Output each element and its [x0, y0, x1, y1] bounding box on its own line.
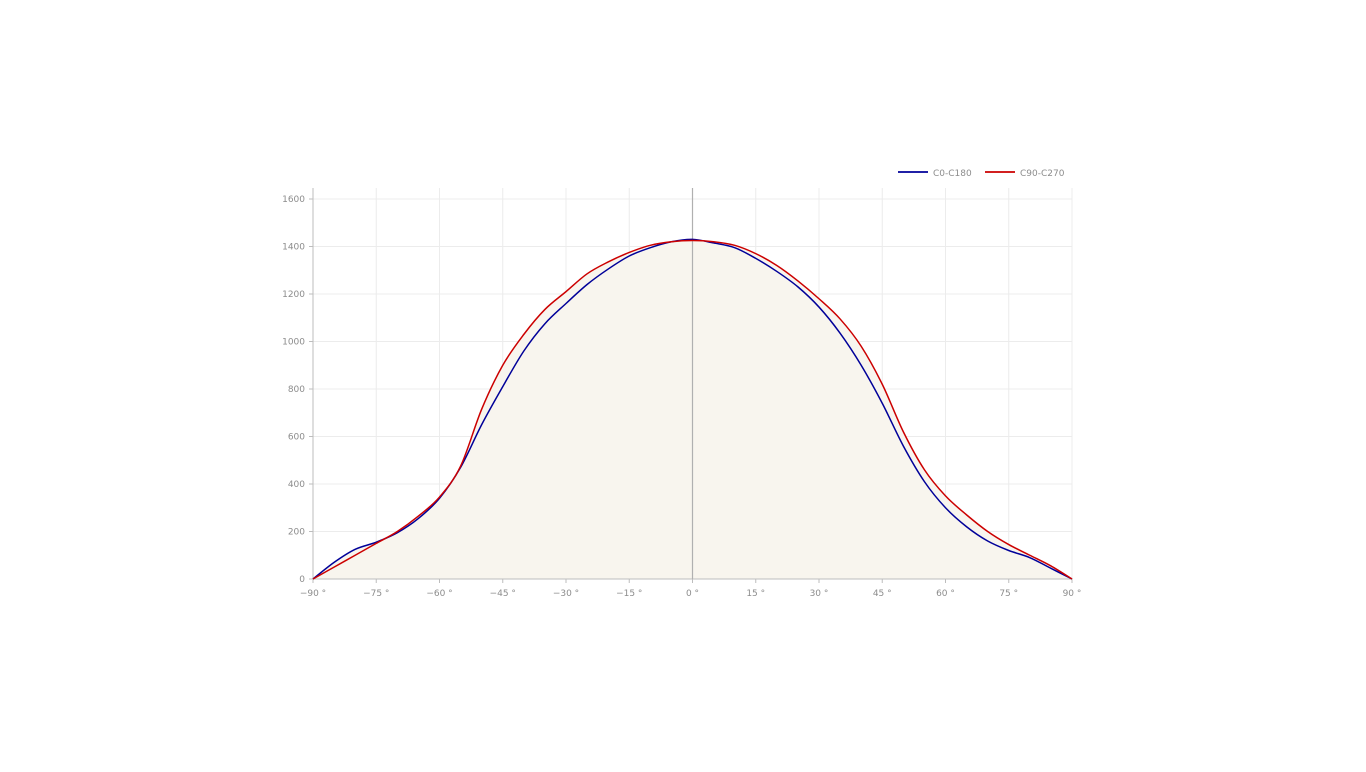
x-tick-label: 30 °: [810, 589, 829, 599]
x-tick-label: −45 °: [490, 589, 516, 599]
series-line-C0-C180: [312, 238, 1073, 580]
x-tick-label: 60 °: [936, 589, 955, 599]
y-tick-label: 600: [288, 433, 305, 443]
x-tick-label: 15 °: [746, 589, 765, 599]
legend: C0-C180 C90-C270: [898, 169, 1065, 179]
x-tick-label: −60 °: [426, 589, 452, 599]
x-tick-label: −75 °: [363, 589, 389, 599]
x-tick-label: −30 °: [553, 589, 579, 599]
legend-item[interactable]: C90-C270: [985, 169, 1065, 179]
legend-label: C0-C180: [933, 169, 972, 179]
legend-item[interactable]: C0-C180: [898, 169, 972, 179]
y-tick-label: 1400: [282, 243, 305, 253]
x-tick-label: −15 °: [616, 589, 642, 599]
x-tick-label: 45 °: [873, 589, 892, 599]
x-tick-label: 90 °: [1063, 589, 1082, 599]
y-tick-label: 1000: [282, 338, 305, 348]
y-tick-label: 800: [288, 385, 305, 395]
series-line-C90-C270: [312, 239, 1073, 580]
x-tick-label: 0 °: [686, 589, 699, 599]
y-tick-label: 1600: [282, 195, 305, 205]
series-lines: [312, 238, 1073, 580]
y-tick-label: 200: [288, 528, 305, 538]
x-tick-label: −90 °: [300, 589, 326, 599]
legend-label: C90-C270: [1020, 169, 1065, 179]
y-tick-label: 1200: [282, 290, 305, 300]
y-tick-label: 0: [299, 575, 305, 585]
y-tick-label: 400: [288, 480, 305, 490]
axes: 0 200 400 600 800 1000 1200 1400 1600 −90 ° −75 ° −…: [282, 188, 1081, 599]
x-tick-label: 75 °: [999, 589, 1018, 599]
